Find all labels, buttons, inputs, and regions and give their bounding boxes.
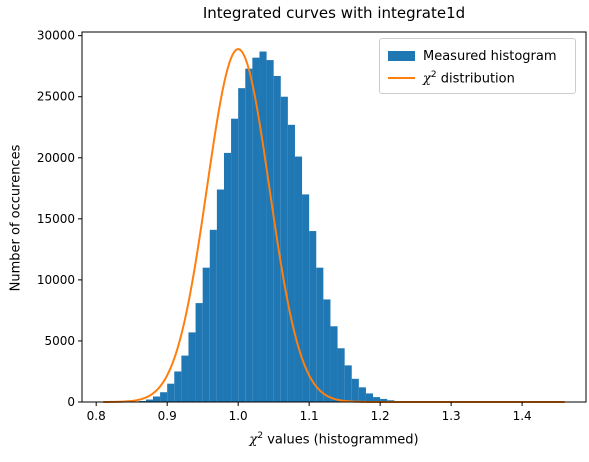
histogram-bar xyxy=(280,96,288,402)
histogram-bar xyxy=(309,231,317,402)
histogram-bar xyxy=(344,365,352,402)
histogram-bar xyxy=(152,396,161,402)
y-tick-label: 25000 xyxy=(37,90,75,104)
histogram-bar xyxy=(302,194,310,402)
x-axis-label-chi: χ xyxy=(249,432,258,448)
histogram-bar xyxy=(373,397,381,402)
histogram-bar xyxy=(231,118,239,402)
x-tick-label: 1.0 xyxy=(229,409,248,423)
x-axis-label-text: values (histogrammed) xyxy=(267,432,419,448)
x-axis-label: χ2 values (histogrammed) xyxy=(82,431,586,447)
chart-title: Integrated curves with integrate1d xyxy=(202,4,466,22)
y-tick-label: 15000 xyxy=(37,212,75,226)
histogram-bar xyxy=(160,392,168,402)
legend-item-histogram: Measured histogram xyxy=(388,47,557,65)
histogram-bar xyxy=(202,267,210,402)
legend-label-histogram: Measured histogram xyxy=(423,48,557,64)
histogram-bar xyxy=(358,387,366,402)
histogram-bar xyxy=(145,399,153,402)
legend-swatch-histogram xyxy=(388,51,415,61)
x-tick-label: 1.4 xyxy=(513,409,532,423)
x-axis-ticks: 0.8 0.9 1.0 1.1 1.2 1.3 1.4 xyxy=(87,402,532,423)
histogram-bar xyxy=(245,68,253,402)
y-tick-label: 20000 xyxy=(37,151,75,165)
histogram-bar xyxy=(188,332,196,402)
y-tick-label: 5000 xyxy=(44,334,75,348)
x-tick-label: 1.1 xyxy=(300,409,319,423)
histogram-bar xyxy=(252,57,260,403)
histogram-bar xyxy=(380,398,388,402)
legend-chi-sup: 2 xyxy=(430,69,437,80)
y-tick-label: 30000 xyxy=(37,29,75,43)
histogram-bar xyxy=(365,393,374,402)
histogram-bar xyxy=(287,124,295,402)
histogram-bar xyxy=(209,229,217,402)
legend-item-chi2: χ2 distribution xyxy=(388,69,515,87)
histogram-bar xyxy=(259,51,267,402)
y-tick-label: 0 xyxy=(67,395,75,409)
histogram-bar xyxy=(294,156,303,402)
legend-swatch-chi2 xyxy=(388,77,415,79)
histogram-bar xyxy=(323,299,331,402)
x-tick-label: 0.9 xyxy=(158,409,177,423)
legend-chi-text: distribution xyxy=(440,71,515,87)
legend-chi-symbol: χ xyxy=(423,71,431,87)
legend: Measured histogram χ2 distribution xyxy=(379,38,576,94)
y-axis-ticks: 0 5000 10000 15000 20000 25000 30000 xyxy=(37,29,82,409)
histogram-bar xyxy=(223,152,232,402)
legend-label-chi2: χ2 distribution xyxy=(423,70,515,86)
histogram-bar xyxy=(337,348,345,402)
x-tick-label: 1.2 xyxy=(371,409,390,423)
x-tick-label: 0.8 xyxy=(87,409,106,423)
plot-frame xyxy=(81,31,587,403)
histogram-bar xyxy=(351,378,359,402)
y-tick-label: 10000 xyxy=(37,273,75,287)
histogram-bar xyxy=(181,355,189,402)
histogram-bar xyxy=(195,303,203,402)
histogram-bar xyxy=(167,383,175,402)
histogram-bar xyxy=(330,326,338,402)
y-axis-label: Number of occurences xyxy=(8,144,24,292)
histogram-bar xyxy=(238,88,246,402)
x-axis-label-sup: 2 xyxy=(257,431,264,441)
histogram-bar xyxy=(216,189,224,402)
histogram-bar xyxy=(316,267,324,402)
histogram-bar xyxy=(174,371,182,402)
x-tick-label: 1.3 xyxy=(442,409,461,423)
histogram-bar xyxy=(266,60,274,402)
